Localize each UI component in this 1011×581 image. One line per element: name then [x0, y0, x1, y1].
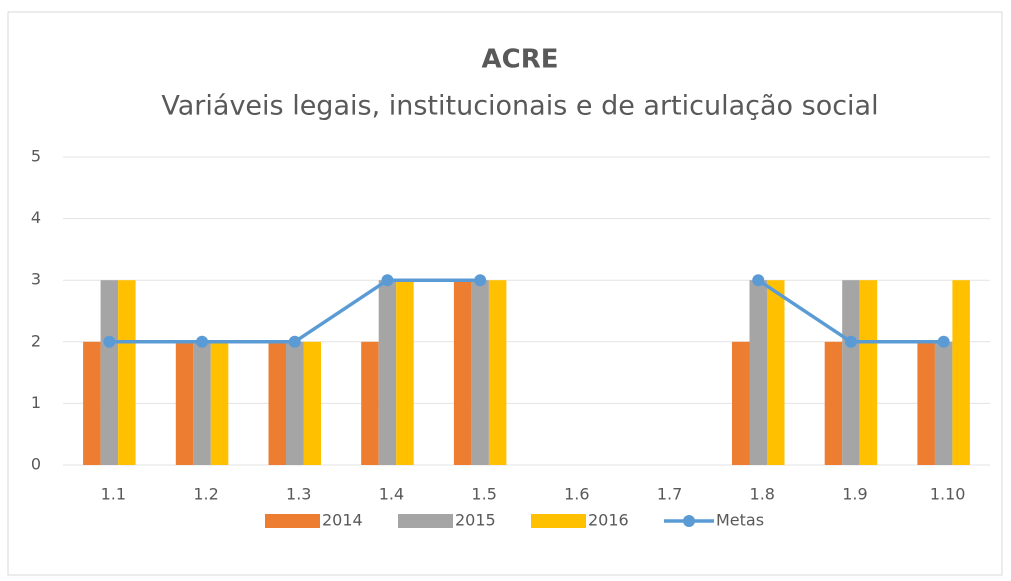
bar: [118, 280, 136, 465]
chart-title: ACRE: [482, 45, 559, 75]
x-tick-label: 1.4: [379, 485, 404, 504]
line-point: [474, 274, 487, 287]
bar: [749, 280, 767, 465]
x-tick-label: 1.2: [193, 485, 218, 504]
x-tick-label: 1.3: [286, 485, 311, 504]
bar: [952, 280, 970, 465]
bar: [824, 341, 843, 465]
bar: [83, 341, 101, 465]
bar: [396, 280, 414, 465]
line-point: [752, 274, 765, 287]
y-tick-label: 0: [31, 455, 41, 474]
legend-swatch: [531, 514, 586, 528]
x-tick-label: 1.9: [842, 485, 867, 504]
line-point: [844, 335, 857, 348]
bar: [286, 341, 304, 465]
x-tick-label: 1.7: [657, 485, 682, 504]
bar: [453, 280, 472, 465]
line-point: [937, 335, 950, 348]
bar: [378, 280, 397, 465]
line-point: [381, 274, 394, 287]
bar: [917, 341, 935, 465]
bar: [488, 280, 507, 465]
y-tick-label: 4: [31, 208, 41, 227]
legend-swatch: [683, 515, 695, 527]
chart-subtitle: Variáveis legais, institucionais e de ar…: [161, 91, 878, 122]
bar: [934, 341, 953, 465]
legend-label: 2014: [322, 511, 363, 530]
x-tick-label: 1.6: [564, 485, 589, 504]
x-tick-label: 1.1: [101, 485, 126, 504]
legend-swatch: [265, 514, 320, 528]
bar: [842, 280, 860, 465]
bar: [303, 341, 321, 465]
x-tick-label: 1.10: [930, 485, 966, 504]
y-tick-label: 3: [31, 270, 41, 289]
y-tick-label: 5: [31, 147, 41, 166]
legend-label: 2016: [588, 511, 629, 530]
line-point: [288, 335, 301, 348]
bar: [361, 341, 379, 465]
bar: [767, 280, 785, 465]
y-tick-label: 1: [31, 393, 41, 412]
bar: [859, 280, 878, 465]
bar: [193, 341, 211, 465]
legend-swatch: [398, 514, 453, 528]
x-tick-label: 1.5: [471, 485, 496, 504]
bar: [210, 341, 229, 465]
bar: [268, 341, 286, 465]
bar: [100, 280, 119, 465]
legend-label: 2015: [455, 511, 496, 530]
line-point: [196, 335, 209, 348]
bar: [732, 341, 750, 465]
legend-label: Metas: [716, 511, 764, 530]
bar: [471, 280, 489, 465]
bar: [175, 341, 194, 465]
line-point: [103, 335, 116, 348]
y-tick-label: 2: [31, 331, 41, 350]
x-tick-label: 1.8: [750, 485, 775, 504]
